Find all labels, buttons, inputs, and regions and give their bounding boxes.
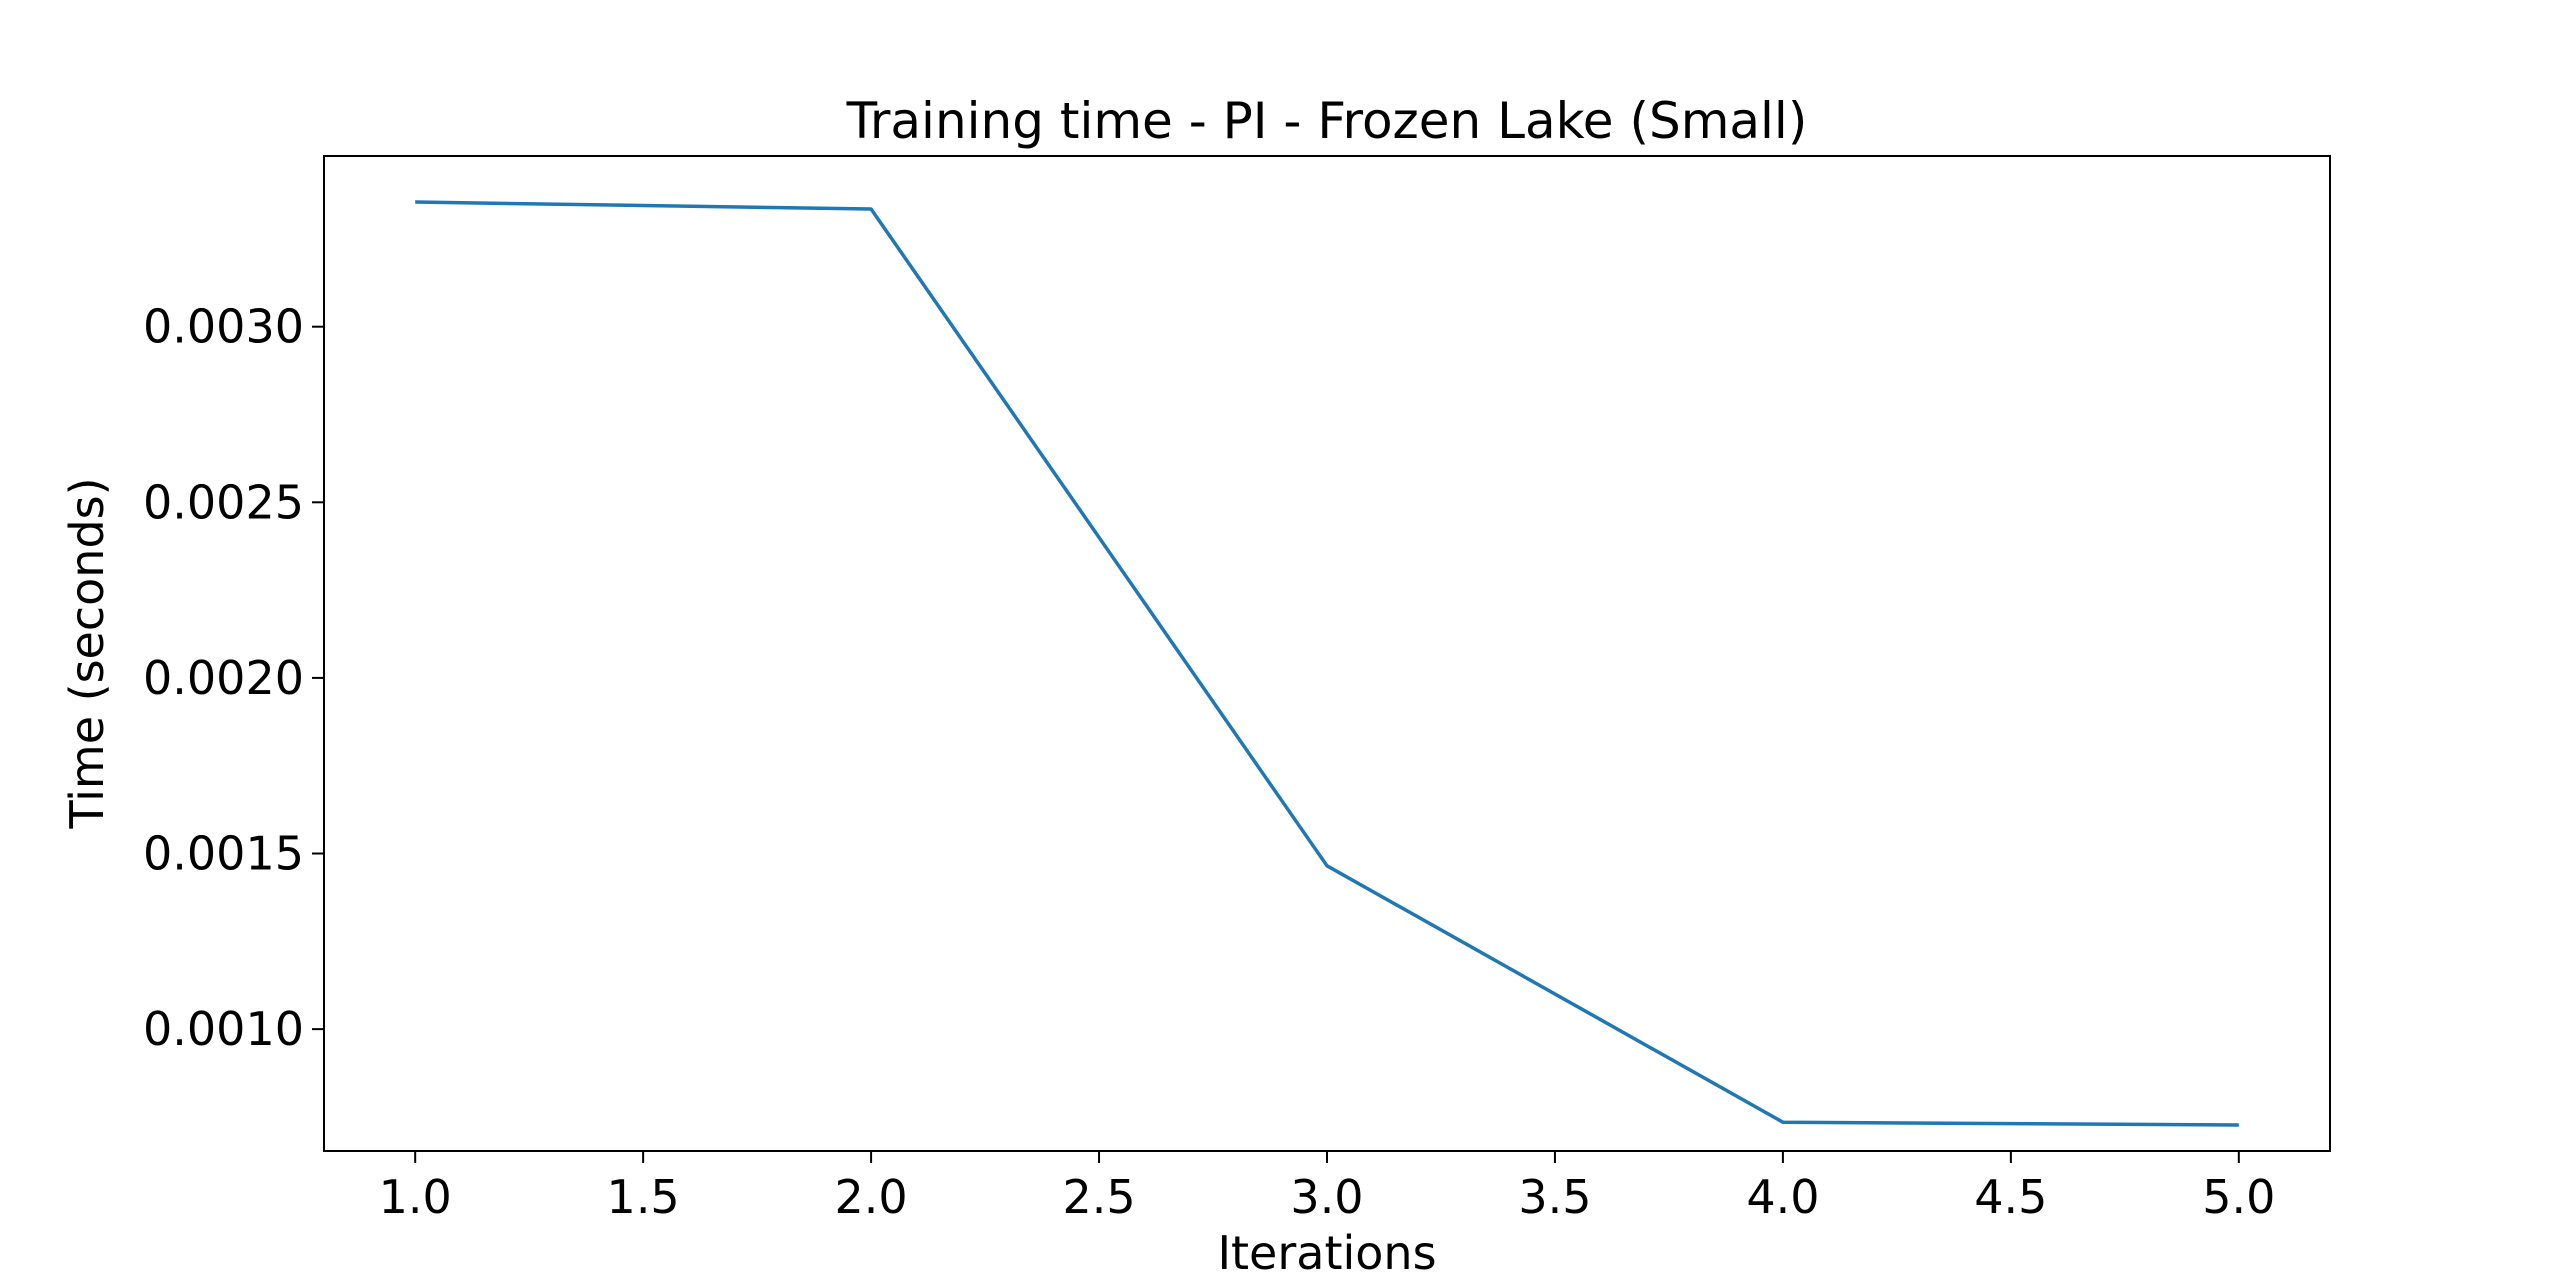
x-tick-label: 1.0 [379,1170,452,1224]
y-tick-label: 0.0015 [143,827,304,881]
series-line [415,200,2239,1127]
x-axis-title: Iterations [1217,1226,1436,1280]
plot-area [415,200,2239,1127]
y-tick-label: 0.0025 [143,475,304,529]
y-tick-label: 0.0020 [143,651,304,705]
x-tick-label: 3.0 [1290,1170,1363,1224]
y-axis: 0.0010 0.0015 0.0020 0.0025 0.0030 [143,300,324,1056]
x-tick-label: 4.0 [1746,1170,1819,1224]
x-tick-label: 2.0 [835,1170,908,1224]
x-tick-label: 3.5 [1518,1170,1591,1224]
x-tick-label: 1.5 [607,1170,680,1224]
x-tick-label: 5.0 [2202,1170,2275,1224]
y-tick-label: 0.0010 [143,1002,304,1056]
x-tick-label: 4.5 [1974,1170,2047,1224]
chart-title: Training time - PI - Frozen Lake (Small) [846,92,1808,150]
x-tick-label: 2.5 [1062,1170,1135,1224]
y-tick-label: 0.0030 [143,300,304,354]
y-axis-title: Time (seconds) [60,477,114,829]
x-axis: 1.0 1.5 2.0 2.5 3.0 3.5 4.0 4.5 5.0 [379,1151,2275,1224]
